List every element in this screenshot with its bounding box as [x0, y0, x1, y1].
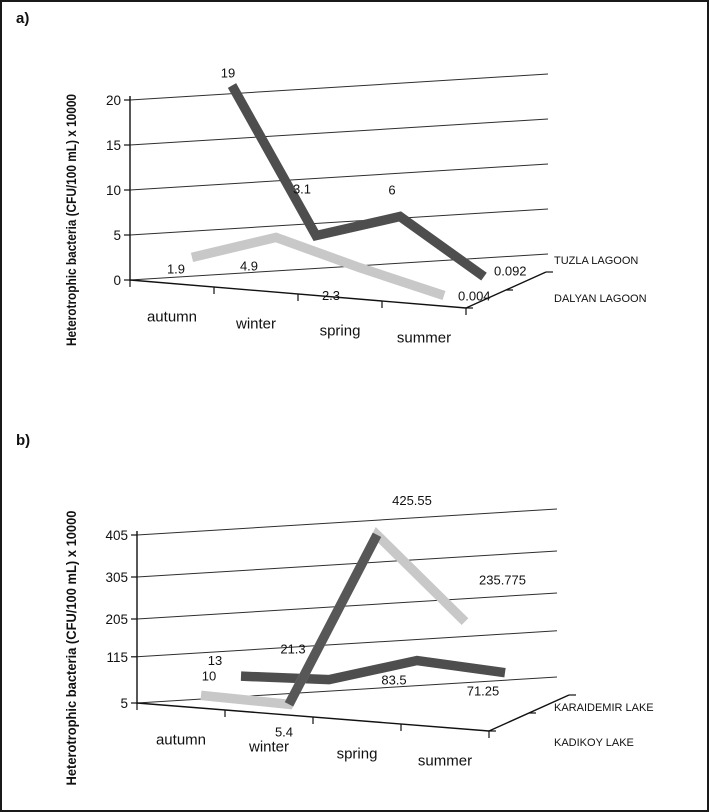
panel-a-label: a)	[16, 10, 30, 27]
data-label: 425.55	[392, 493, 432, 508]
data-label: 5.4	[275, 724, 293, 739]
category-label: summer	[418, 753, 472, 770]
series-label: KARAIDEMIR LAKE	[554, 702, 654, 714]
series-label: KADIKOY LAKE	[554, 737, 634, 749]
ribbon-tuzla-lagoon	[227, 83, 487, 281]
y-axis-title: Heterotrophic bacteria (CFU/100 mL) x 10…	[64, 94, 79, 346]
category-label: spring	[320, 323, 361, 340]
y-tick-label: 5	[120, 696, 128, 711]
y-tick-label: 20	[106, 93, 121, 108]
series-label: DALYAN LAGOON	[554, 293, 647, 305]
gridline	[129, 253, 549, 281]
panel-b-label: b)	[16, 432, 31, 449]
category-label: spring	[337, 746, 378, 763]
gridline	[136, 630, 558, 658]
data-label: 13	[208, 653, 222, 668]
category-label: winter	[248, 739, 289, 756]
y-tick-label: 15	[106, 138, 121, 153]
y-tick-label: 205	[105, 612, 128, 627]
category-label: winter	[235, 316, 276, 333]
gridline	[136, 550, 558, 578]
data-label: 71.25	[467, 684, 500, 699]
gridline	[129, 73, 549, 101]
category-label: autumn	[156, 732, 206, 749]
y-tick-label: 115	[106, 650, 128, 665]
data-label: 1.9	[167, 261, 185, 276]
gridline	[136, 592, 558, 620]
y-tick-label: 5	[113, 228, 121, 243]
data-label: 19	[221, 66, 235, 81]
y-tick-label: 305	[105, 570, 128, 585]
data-label: 4.9	[240, 258, 258, 273]
y-tick-label: 0	[113, 273, 121, 288]
data-label: 6	[388, 183, 395, 198]
ribbon-dalyan-lagoon	[190, 232, 446, 300]
data-label: 3.1	[293, 182, 311, 197]
data-label: 2.3	[322, 288, 340, 303]
data-label: 0.004	[458, 288, 491, 303]
data-label: 235.775	[479, 573, 526, 588]
ribbon-shaded-segment	[284, 532, 382, 707]
y-tick-label: 405	[105, 528, 128, 543]
series-label: TUZLA LAGOON	[554, 255, 638, 267]
data-label: 10	[202, 668, 216, 683]
y-tick-label: 10	[106, 183, 121, 198]
ribbon-karaidemir-lake	[240, 655, 506, 685]
data-label: 0.092	[494, 264, 527, 279]
data-label: 21.3	[280, 642, 305, 657]
gridline	[129, 208, 549, 236]
y-axis-title: Heterotrophic bacteria (CFU/100 mL) x 10…	[64, 511, 79, 786]
category-label: summer	[397, 330, 451, 347]
category-label: autumn	[147, 309, 197, 326]
gridline	[129, 118, 549, 146]
gridline	[136, 508, 558, 536]
data-label: 83.5	[381, 673, 406, 688]
gridline	[129, 163, 549, 191]
